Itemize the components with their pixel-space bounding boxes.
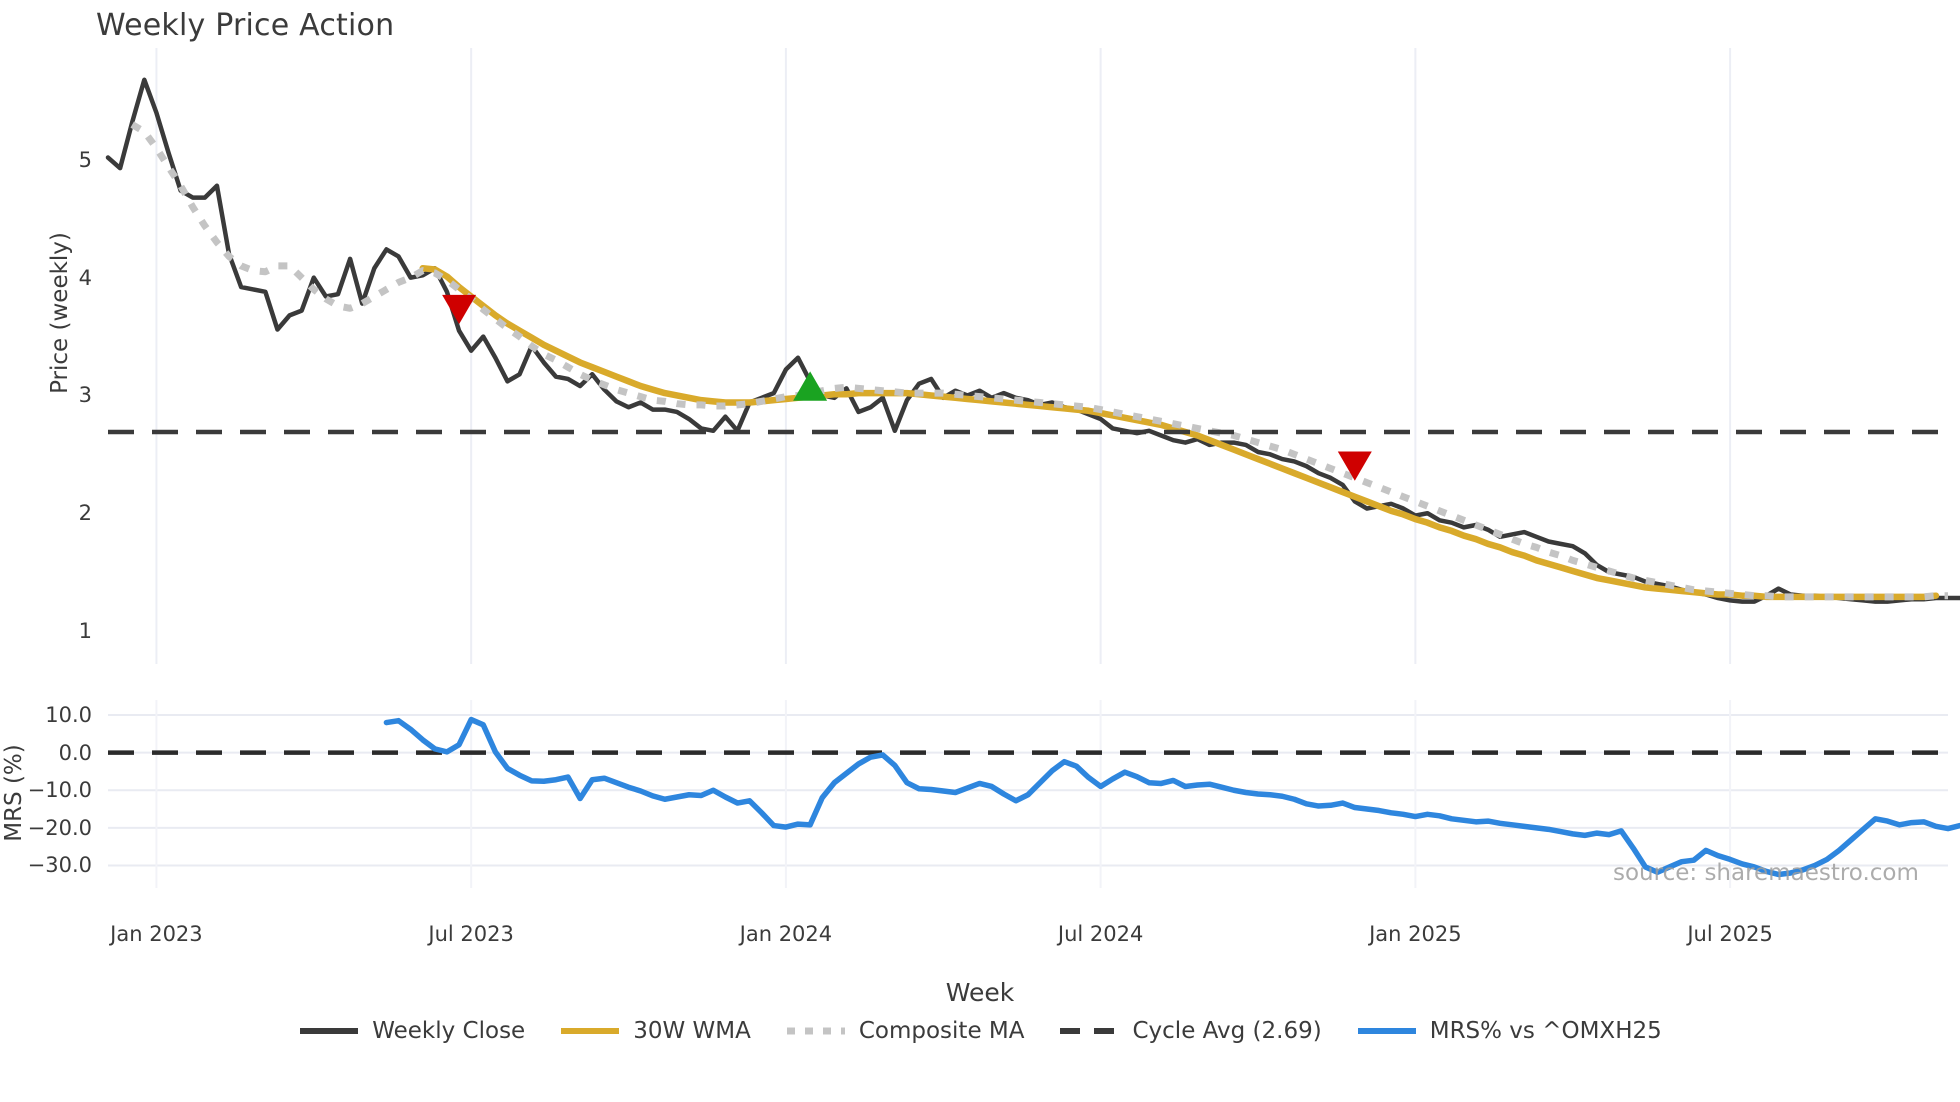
chart-title: Weekly Price Action [96, 8, 395, 43]
legend-swatch-composite_ma [785, 1021, 847, 1041]
series-line-weekly_close [105, 77, 1960, 604]
legend-label: 30W WMA [633, 1018, 751, 1044]
x-axis-label: Week [945, 978, 1015, 1007]
legend-label: Cycle Avg (2.69) [1132, 1018, 1322, 1044]
legend-item-wma30[interactable]: 30W WMA [559, 1018, 751, 1044]
x-tick: Jan 2025 [1369, 922, 1462, 946]
legend-item-weekly_close[interactable]: Weekly Close [298, 1018, 525, 1044]
legend-label: Weekly Close [372, 1018, 526, 1044]
chart-legend: Weekly Close 30W WMA Composite MA Cycle Avg… [0, 1018, 1960, 1044]
mrs-y-tick: 0.0 [58, 740, 92, 765]
x-tick: Jan 2023 [110, 922, 203, 946]
legend-label: MRS% vs ^OMXH25 [1429, 1018, 1662, 1044]
legend-swatch-weekly_close [298, 1021, 360, 1041]
legend-item-mrs[interactable]: MRS% vs ^OMXH25 [1356, 1018, 1662, 1044]
sell-marker [1337, 451, 1372, 481]
x-tick: Jul 2023 [428, 922, 514, 946]
legend-swatch-wma30 [559, 1021, 621, 1041]
sell-marker [442, 294, 477, 325]
legend-swatch-mrs [1356, 1021, 1418, 1041]
x-tick: Jul 2025 [1687, 922, 1773, 946]
price-y-tick: 4 [78, 265, 92, 290]
mrs-y-tick: −30.0 [27, 853, 92, 878]
x-tick: Jul 2024 [1057, 922, 1144, 946]
price-y-tick: 1 [78, 619, 92, 644]
legend-swatch-cycle_avg [1058, 1021, 1120, 1041]
mrs-y-tick: −20.0 [27, 815, 92, 840]
legend-item-composite_ma[interactable]: Composite MA [785, 1018, 1025, 1044]
x-tick: Jan 2024 [739, 922, 833, 946]
series-line-mrs [383, 716, 1960, 878]
mrs-y-tick: −10.0 [27, 778, 92, 803]
price-y-tick: 2 [78, 501, 92, 526]
legend-label: Composite MA [858, 1018, 1025, 1044]
price-y-tick: 3 [78, 383, 92, 408]
mrs-y-tick: 10.0 [45, 703, 92, 728]
legend-item-cycle_avg[interactable]: Cycle Avg (2.69) [1058, 1018, 1322, 1044]
price-y-tick: 5 [78, 147, 92, 172]
watermark: source: sharemaestro.com [1613, 860, 1919, 886]
series-line-composite_ma [130, 121, 1948, 601]
buy-marker [793, 371, 828, 401]
